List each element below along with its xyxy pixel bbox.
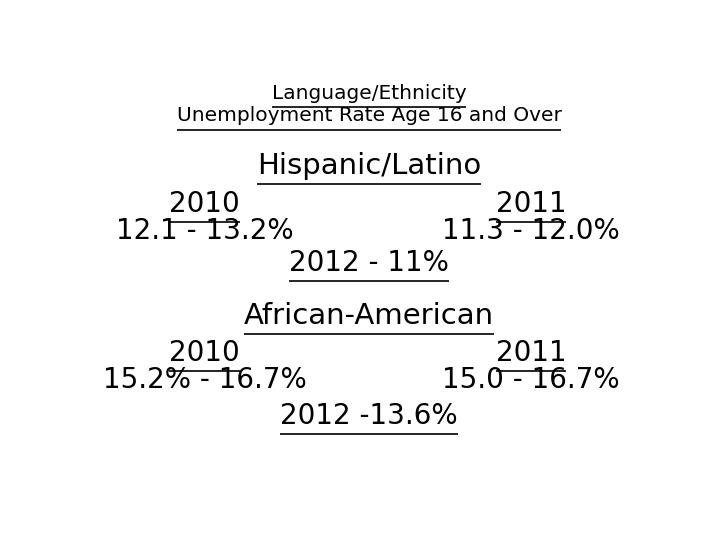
Text: 2010: 2010 [169,339,240,367]
Text: 12.1 - 13.2%: 12.1 - 13.2% [116,217,293,245]
Text: Hispanic/Latino: Hispanic/Latino [257,152,481,180]
Text: Unemployment Rate Age 16 and Over: Unemployment Rate Age 16 and Over [176,106,562,125]
Text: 2011: 2011 [495,339,566,367]
Text: 2011: 2011 [495,190,566,218]
Text: 2012 - 11%: 2012 - 11% [289,248,449,276]
Text: 11.3 - 12.0%: 11.3 - 12.0% [442,217,620,245]
Text: Language/Ethnicity: Language/Ethnicity [271,84,467,103]
Text: 2012 -13.6%: 2012 -13.6% [280,402,458,430]
Text: 15.2% - 16.7%: 15.2% - 16.7% [102,366,306,394]
Text: African-American: African-American [244,302,494,330]
Text: 15.0 - 16.7%: 15.0 - 16.7% [442,366,620,394]
Text: 2010: 2010 [169,190,240,218]
